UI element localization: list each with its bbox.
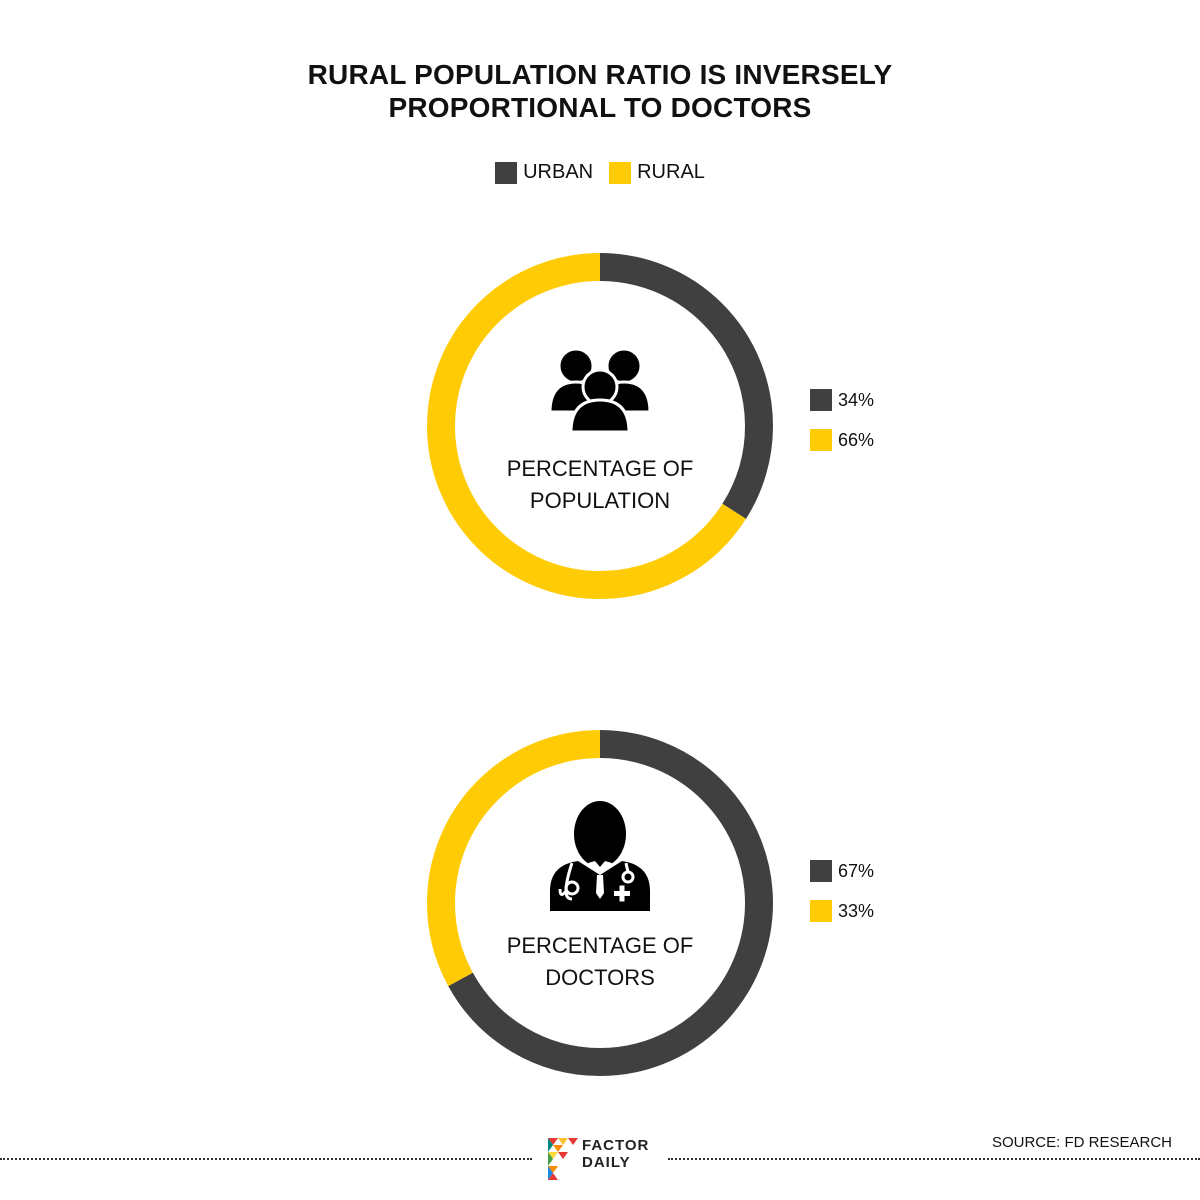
population-center-label: PERCENTAGE OF POPULATION [400,453,800,517]
legend-swatch-rural [609,161,632,184]
legend-item-rural: RURAL [609,161,705,184]
population-value-legend: 34% 66% [810,389,874,469]
population-center-label-line-2: POPULATION [529,488,671,513]
logo-text: FACTOR DAILY [582,1137,649,1171]
doctor-icon [550,801,650,911]
doctors-center-label-line-1: PERCENTAGE OF [506,933,694,958]
donut-slice-rural [427,253,773,599]
population-rural-value: 66% [838,429,875,450]
population-center-label-line-1: PERCENTAGE OF [506,456,694,481]
population-urban-swatch [810,389,832,411]
logo-text-line-2: DAILY [582,1154,631,1171]
doctors-urban-value: 67% [838,860,875,881]
people-group-icon [548,347,652,434]
title-line-2: PROPORTIONAL TO DOCTORS [388,92,812,123]
doctors-rural-value-row: 33% [810,900,874,922]
population-donut-chart: PERCENTAGE OF POPULATION [400,226,800,626]
legend-label-urban: URBAN [523,161,594,183]
logo-text-line-1: FACTOR [582,1137,650,1154]
factor-daily-logo: FACTOR DAILY [546,1136,666,1186]
population-donut-svg [427,253,773,599]
population-urban-value: 34% [838,389,875,410]
footer-divider-left [0,1158,532,1160]
doctors-donut-chart: PERCENTAGE OF DOCTORS [400,703,800,1103]
legend-label-rural: RURAL [637,161,705,183]
doctors-center-label-line-2: DOCTORS [545,965,655,990]
source-note: SOURCE: FD RESEARCH [991,1134,1172,1151]
doctors-value-legend: 67% 33% [810,860,874,940]
legend-swatch-urban [495,161,518,184]
doctors-urban-swatch [810,860,832,882]
legend-item-urban: URBAN [495,161,593,184]
population-rural-value-row: 66% [810,429,874,451]
population-urban-value-row: 34% [810,389,874,411]
chart-title: RURAL POPULATION RATIO IS INVERSELY PROP… [0,58,1200,124]
doctors-center-label: PERCENTAGE OF DOCTORS [400,930,800,994]
population-rural-swatch [810,429,832,451]
doctors-urban-value-row: 67% [810,860,874,882]
donut-slice-rural [427,730,773,1076]
doctors-rural-swatch [810,900,832,922]
factor-daily-logo-mark [548,1138,578,1180]
doctors-rural-value: 33% [838,900,875,921]
title-line-1: RURAL POPULATION RATIO IS INVERSELY [307,59,893,90]
top-legend: URBAN RURAL [0,161,1200,184]
footer-divider-right [668,1158,1200,1160]
doctors-donut-svg [427,730,773,1076]
